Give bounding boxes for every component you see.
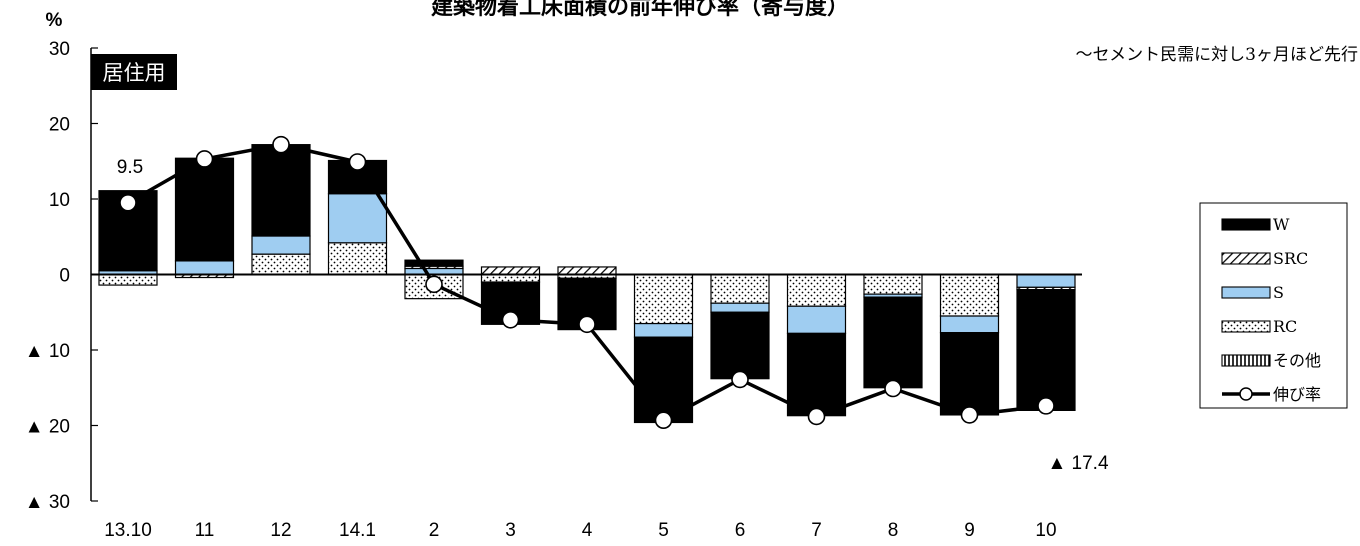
bar-segment-w (404, 259, 464, 267)
legend-label: 伸び率 (1273, 385, 1321, 404)
x-tick-label: 12 (270, 520, 291, 541)
legend-box (1199, 202, 1348, 409)
line-point (1037, 397, 1055, 415)
y-tick-label: ▲ 10 (25, 341, 70, 362)
line-point (578, 315, 596, 334)
bar-segment-w (863, 296, 923, 389)
bar-segment-w (174, 157, 235, 262)
bar-group (863, 273, 923, 389)
line-point (654, 411, 673, 430)
legend-swatch-other (1221, 354, 1271, 367)
bar-group (1016, 273, 1076, 412)
bar-segment-rc (327, 242, 388, 276)
x-tick-label: 10 (1035, 520, 1056, 541)
bar-segment-s (633, 322, 694, 338)
bar-segment-rc (710, 273, 770, 304)
bar-segment-rc (251, 253, 311, 276)
bar-group (327, 159, 388, 276)
bar-segment-w (1016, 289, 1076, 412)
line-point (195, 150, 214, 168)
bar-group (251, 144, 311, 276)
legend-line-marker (1239, 387, 1253, 401)
bar-segment-rc (863, 273, 923, 295)
y-tick-label: 20 (49, 115, 70, 136)
bar-group (939, 273, 1000, 416)
bars (98, 144, 1076, 424)
bar-segment-s (327, 193, 388, 244)
line-point (731, 370, 749, 389)
bar-group (710, 273, 770, 380)
bar-segment-w (633, 336, 694, 424)
annotations: 9.5 ▲ 17.4 (117, 157, 1109, 474)
line-point (884, 379, 902, 398)
legend-label: S (1273, 283, 1284, 302)
bar-segment-s (710, 302, 770, 313)
bar-segment-rc (786, 273, 847, 307)
x-tick-label: 7 (811, 520, 822, 541)
y-tick-label: ▲ 20 (25, 417, 70, 438)
legend-swatch-src (1221, 252, 1271, 265)
bar-segment-s (251, 235, 311, 255)
bar-segment-rc (939, 273, 1000, 317)
bar-segment-src (480, 266, 541, 276)
growth-line (119, 135, 1055, 430)
bar-group (786, 273, 847, 417)
x-tick-label: 13.10 (104, 520, 152, 541)
x-tick-label: 6 (735, 520, 746, 541)
bar-segment-s (786, 305, 847, 334)
bar-segment-rc (480, 273, 541, 283)
y-unit-label: % (46, 10, 63, 31)
bar-segment-src (557, 266, 617, 276)
bar-group (174, 157, 235, 279)
data-label: ▲ 17.4 (1047, 453, 1108, 474)
bar-segment-s (1016, 273, 1076, 288)
chart-title: 建築物着工床面積の前年伸び率（寄与度） (431, 0, 849, 20)
bar-segment-w (251, 144, 311, 237)
panel-label: 居住用 (103, 61, 166, 85)
bar-segment-w (786, 332, 847, 417)
bar-segment-s (939, 315, 1000, 334)
chart-subtitle: ～セメント民需に対し3ヶ月ほど先行 (1076, 45, 1358, 65)
y-tick-label: ▲ 30 (25, 492, 70, 513)
x-tick-label: 2 (429, 520, 440, 541)
line-point (348, 153, 367, 171)
panel-label-box (91, 54, 177, 90)
line-point (425, 275, 443, 294)
legend-swatch-w (1221, 218, 1271, 231)
x-tick-label: 9 (964, 520, 975, 541)
y-tick-label: 0 (59, 266, 70, 287)
bar-segment-rc (98, 273, 158, 286)
bar-group (633, 273, 694, 424)
bar-segment-w (939, 332, 1000, 416)
y-tick-label: 10 (49, 190, 70, 211)
legend-swatch-s (1221, 286, 1271, 299)
data-label: 9.5 (117, 157, 143, 178)
bar-segment-w (710, 311, 770, 380)
line-point (501, 310, 520, 329)
y-tick-label: 30 (49, 39, 70, 60)
legend-label: SRC (1273, 249, 1308, 268)
bar-segment-rc (633, 273, 694, 325)
x-tick-label: 8 (888, 520, 899, 541)
line-point (272, 135, 290, 154)
line-point (119, 193, 137, 212)
x-tick-label: 5 (658, 520, 669, 541)
legend-label: RC (1273, 317, 1297, 336)
x-tick-label: 11 (195, 520, 215, 541)
bar-segment-s (174, 260, 235, 276)
line-point (960, 406, 979, 424)
x-tick-label: 14.1 (339, 520, 376, 541)
legend-label: その他 (1273, 351, 1321, 370)
x-tick-label: 3 (505, 520, 516, 541)
axes: 30 20 10 0 ▲ 10 ▲ 20 ▲ 30 13.10 11 12 14.1 2 3 4 5 6 7 8 9… (25, 39, 1057, 541)
x-tick-label: 4 (582, 520, 593, 541)
line-point (807, 407, 826, 426)
legend-label: W (1273, 215, 1290, 234)
legend-swatch-rc (1221, 320, 1271, 333)
